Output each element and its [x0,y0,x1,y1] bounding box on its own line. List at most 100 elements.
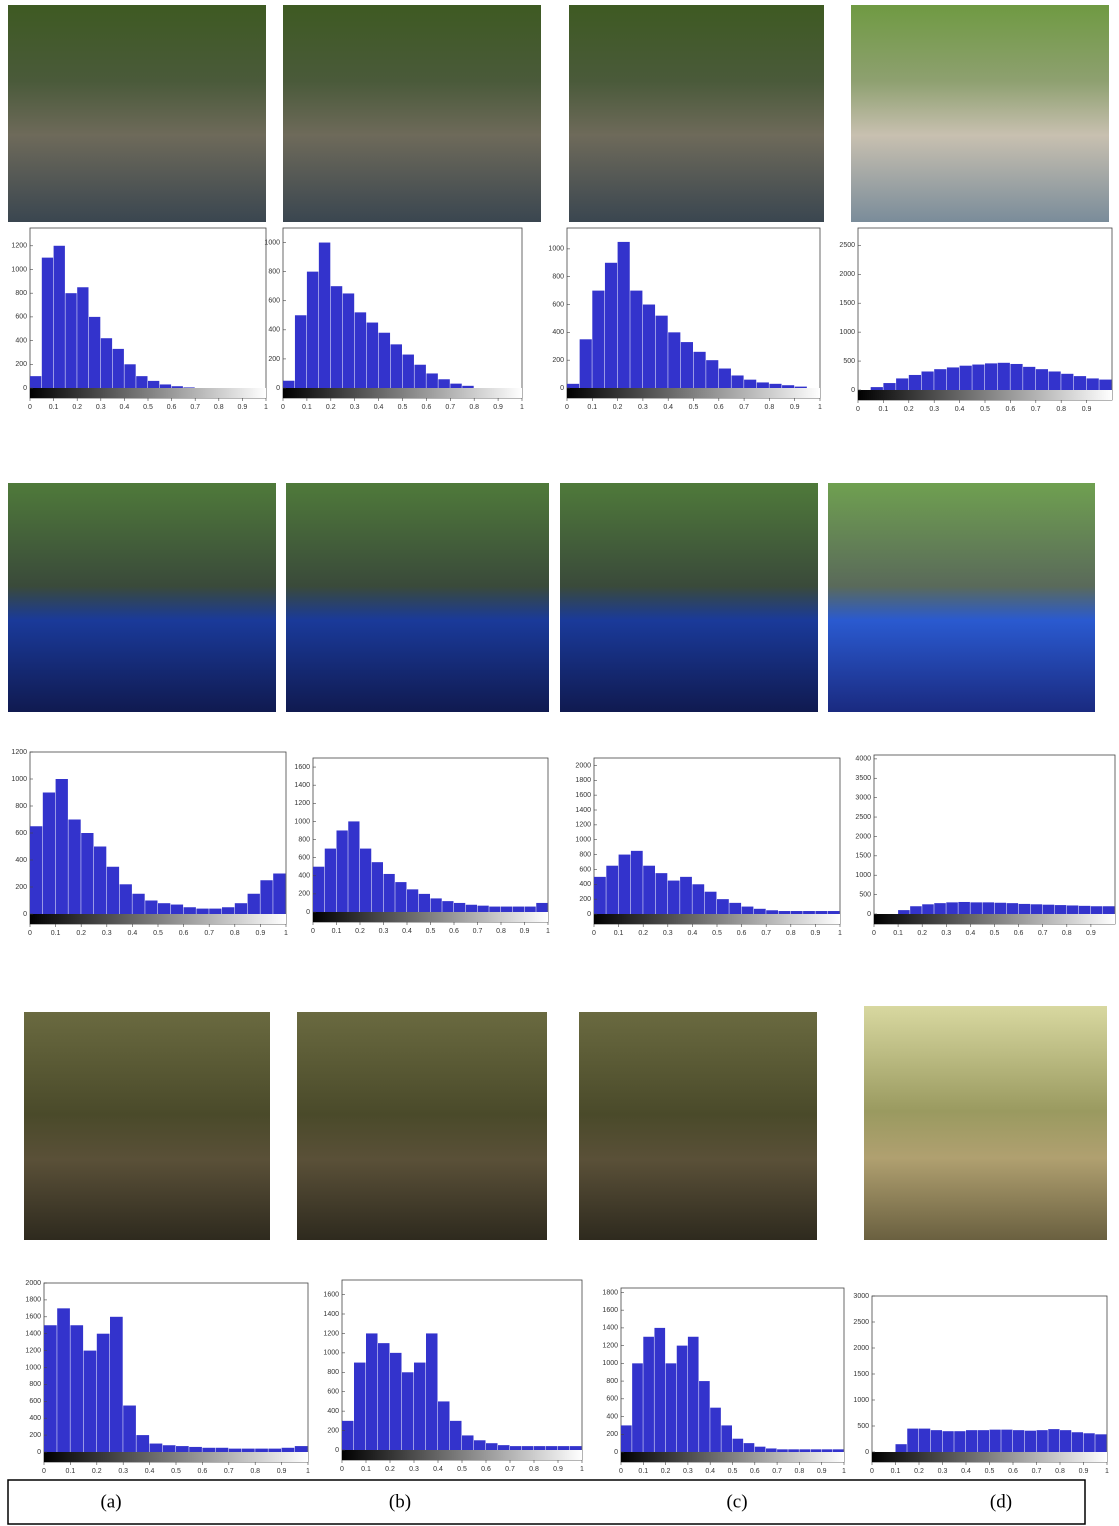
y-tick-label: 1000 [602,1360,618,1367]
bar [977,1430,989,1452]
bar [958,901,970,914]
bar [260,880,273,914]
bar [1035,369,1048,390]
x-tick-label: 0.3 [941,930,951,937]
bar [454,902,466,912]
bar [536,902,548,912]
x-tick-label: 0.3 [96,404,106,411]
bar [827,911,840,914]
bar [1013,1430,1025,1452]
bar [668,332,681,388]
x-tick-label: 0.9 [817,1468,827,1475]
bar [489,906,501,912]
bar [788,1449,799,1452]
y-tick-label: 400 [327,1408,339,1415]
x-tick-label: 0.9 [811,930,821,937]
bar [643,1336,654,1452]
y-tick-label: 1600 [602,1307,618,1314]
bar [450,1420,462,1450]
colorbar [874,914,1115,924]
y-tick-label: 1200 [11,749,27,756]
x-tick-label: 0.9 [1079,1468,1089,1475]
x-tick-label: 0.8 [496,928,506,935]
bar [209,908,222,914]
x-tick-label: 0.9 [493,404,503,411]
x-tick-label: 0.6 [1008,1468,1018,1475]
bar [149,1443,163,1452]
x-tick-label: 0.2 [326,404,336,411]
bar [430,898,442,912]
x-tick-label: 0 [281,404,285,411]
x-tick-label: 0.3 [409,1466,419,1473]
bar [642,304,656,388]
bar [994,902,1007,914]
bar [718,368,731,388]
x-tick-label: 0.1 [49,404,59,411]
bar [247,893,260,914]
x-tick-label: 0.1 [879,406,889,413]
y-tick-label: 200 [327,1427,339,1434]
bar [921,371,934,390]
x-tick-label: 0.7 [190,404,200,411]
y-tick-label: 1800 [25,1297,41,1304]
bar [546,1446,558,1450]
x-tick-label: 0.2 [904,406,914,413]
photo [8,5,266,222]
bar [171,386,183,388]
bar [94,846,107,914]
bar [810,1449,822,1452]
y-tick-label: 0 [335,1447,339,1454]
x-tick-label: 0.2 [76,930,86,937]
bar [228,1448,242,1452]
bar [729,902,742,914]
y-tick-label: 400 [268,327,280,334]
bar [55,779,68,914]
photo [851,5,1109,222]
bar [426,373,438,388]
y-tick-label: 1500 [853,1371,869,1378]
y-tick-label: 200 [606,1431,618,1438]
bar [821,1449,833,1452]
y-tick-label: 500 [859,891,871,898]
y-tick-label: 2500 [853,1319,869,1326]
y-tick-label: 1000 [11,266,27,273]
bar [579,339,592,388]
bar [966,1430,978,1452]
x-tick-label: 1 [1105,1468,1109,1475]
bar [604,262,618,388]
y-tick-label: 1500 [839,300,855,307]
y-tick-label: 600 [579,866,591,873]
bar [371,862,383,912]
y-tick-label: 800 [29,1381,41,1388]
bar [594,876,606,914]
x-tick-label: 0.9 [277,1468,287,1475]
y-tick-label: 600 [15,314,27,321]
bar [777,1449,788,1452]
bar [1030,904,1043,914]
bar [395,882,407,912]
x-tick-label: 0.6 [179,930,189,937]
bar [895,1444,907,1452]
bar [65,293,77,388]
bar [1048,1429,1060,1452]
bar [477,905,489,912]
bar [732,1438,744,1452]
bar [342,1420,354,1450]
bar [70,1325,84,1452]
bar [234,903,248,914]
y-tick-label: 200 [552,357,564,364]
bar [870,387,883,390]
y-tick-label: 1000 [575,837,591,844]
caption: (c) [726,1491,747,1512]
x-tick-label: 0.4 [663,404,673,411]
x-tick-label: 0.5 [712,930,722,937]
bar [687,1336,699,1452]
y-tick-label: 0 [37,1449,41,1456]
y-tick-label: 2500 [839,242,855,249]
bar [159,384,172,388]
x-tick-label: 0.2 [917,930,927,937]
x-tick-label: 0.2 [638,930,648,937]
bar [123,1405,136,1452]
bar [100,338,113,388]
